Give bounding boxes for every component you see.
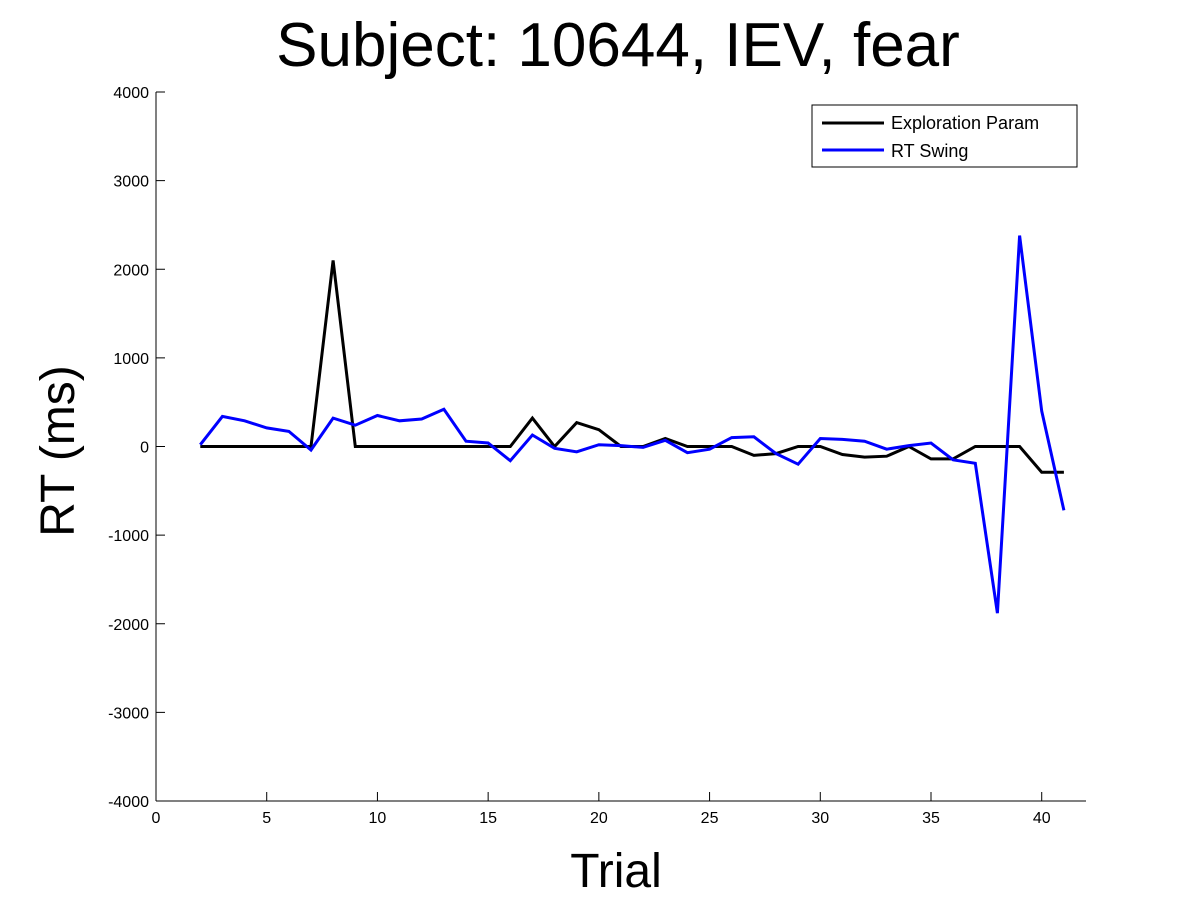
x-axis-label: Trial [570, 845, 662, 898]
series-layer [199, 235, 1066, 614]
x-tick-label: 20 [590, 810, 608, 827]
x-tick-label: 10 [369, 810, 387, 827]
y-tick-label: 1000 [113, 351, 149, 368]
y-tick-label: -4000 [108, 794, 149, 811]
y-tick-label: -2000 [108, 617, 149, 634]
y-tick-label: 2000 [113, 262, 149, 279]
legend: Exploration Param RT Swing [811, 104, 1078, 168]
legend-box [811, 104, 1078, 168]
x-tick-label: 40 [1033, 810, 1051, 827]
x-tick-label: 5 [262, 810, 271, 827]
y-tick-label: -3000 [108, 705, 149, 722]
x-tick-label: 35 [922, 810, 940, 827]
y-tick-label: 3000 [113, 174, 149, 191]
x-tick-label: 0 [152, 810, 161, 827]
chart-title: Subject: 10644, IEV, fear [276, 11, 960, 80]
x-axis-ticks: 0 5 10 15 20 25 30 35 40 [152, 792, 1051, 827]
x-tick-label: 30 [811, 810, 829, 827]
y-tick-label: -1000 [108, 528, 149, 545]
x-tick-label: 25 [701, 810, 719, 827]
x-tick-label: 15 [479, 810, 497, 827]
y-axis-ticks: -4000 -3000 -2000 -1000 0 1000 2000 3000 4000 [108, 85, 165, 811]
series-line-rt-swing [199, 235, 1066, 614]
y-axis-label: RT (ms) [32, 365, 85, 537]
y-tick-label: 4000 [113, 85, 149, 102]
y-tick-label: 0 [140, 440, 149, 457]
legend-label-rt-swing: RT Swing [891, 141, 968, 161]
legend-label-exploration-param: Exploration Param [891, 113, 1039, 133]
